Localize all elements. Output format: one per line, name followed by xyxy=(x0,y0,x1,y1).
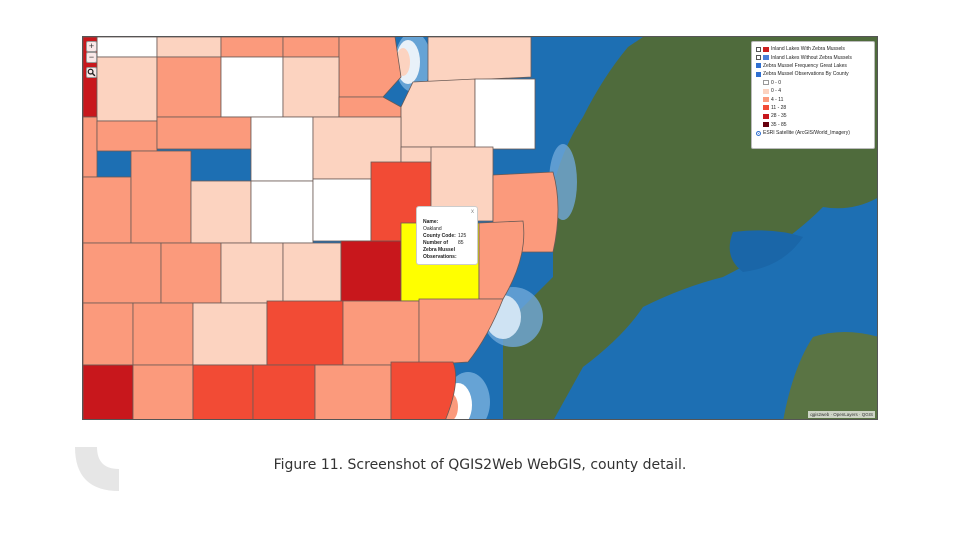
popup-code-label: County Code: xyxy=(423,233,456,239)
county[interactable] xyxy=(192,364,254,420)
county[interactable] xyxy=(83,242,162,304)
legend-layer-county-obs[interactable]: Zebra Mussel Observations By County xyxy=(756,70,870,78)
county[interactable] xyxy=(83,364,134,420)
county[interactable] xyxy=(252,364,316,420)
popup-name-label: Name: xyxy=(423,219,439,225)
county[interactable] xyxy=(192,302,268,366)
lake-simcoe xyxy=(729,230,803,272)
basemap-radio[interactable] xyxy=(756,130,761,136)
legend-layer-great-lakes[interactable]: Zebra Mussel Frequency Great Lakes xyxy=(756,62,870,70)
class-swatch xyxy=(763,88,769,94)
county[interactable] xyxy=(220,56,284,118)
county[interactable] xyxy=(250,116,314,182)
zoom-out-button[interactable]: − xyxy=(86,52,97,63)
county[interactable] xyxy=(342,300,420,366)
county[interactable] xyxy=(156,116,252,150)
county[interactable] xyxy=(130,150,192,244)
south-shore-land xyxy=(783,332,877,419)
county[interactable] xyxy=(250,180,314,244)
layer-label: Zebra Mussel Observations By County xyxy=(763,71,849,78)
county[interactable] xyxy=(312,178,372,242)
county[interactable] xyxy=(190,180,252,244)
legend-basemap[interactable]: ESRI Satellite (ArcGIS/World_Imagery) xyxy=(756,129,870,137)
map-canvas[interactable] xyxy=(83,37,878,420)
class-label: 0 - 4 xyxy=(771,88,782,95)
class-label: 28 - 35 xyxy=(771,113,787,120)
class-label: 4 - 11 xyxy=(771,96,784,103)
legend-class: 35 - 85 xyxy=(756,121,870,129)
county[interactable] xyxy=(96,56,158,122)
class-label: 11 - 28 xyxy=(771,104,787,111)
county[interactable] xyxy=(474,78,536,150)
layer-checkbox-checked[interactable] xyxy=(756,63,761,69)
county[interactable] xyxy=(418,298,504,366)
legend-class: 0 - 0 xyxy=(756,79,870,87)
class-swatch xyxy=(763,105,769,111)
popup-obs-value: 85 xyxy=(458,240,464,246)
layer-swatch xyxy=(763,55,769,61)
class-swatch xyxy=(763,122,769,128)
county[interactable] xyxy=(156,56,222,118)
legend-class: 4 - 11 xyxy=(756,95,870,103)
search-icon xyxy=(87,68,96,77)
slide-decoration xyxy=(75,447,119,491)
legend-layer-inland-without[interactable]: Inland Lakes Without Zebra Mussels xyxy=(756,53,870,61)
county[interactable] xyxy=(282,37,340,58)
basemap-label: ESRI Satellite (ArcGIS/World_Imagery) xyxy=(763,130,850,137)
class-swatch xyxy=(763,80,769,86)
county[interactable] xyxy=(427,37,532,83)
layer-legend: Inland Lakes With Zebra Mussels Inland L… xyxy=(751,41,875,149)
legend-layer-inland-with[interactable]: Inland Lakes With Zebra Mussels xyxy=(756,45,870,53)
layer-checkbox[interactable] xyxy=(756,55,761,61)
popup-code-value: 125 xyxy=(458,233,467,239)
feature-popup: x Name: Oakland County Code: 125 Number … xyxy=(416,206,478,265)
zoom-in-button[interactable]: + xyxy=(86,41,97,52)
popup-name-value: Oakland xyxy=(423,226,442,232)
class-swatch xyxy=(763,97,769,103)
county[interactable] xyxy=(96,37,158,58)
county[interactable] xyxy=(220,242,284,304)
legend-class: 11 - 28 xyxy=(756,104,870,112)
county[interactable] xyxy=(83,302,134,366)
map-attribution[interactable]: qgis2web · OpenLayers · QGIS xyxy=(808,411,875,418)
county[interactable] xyxy=(282,56,340,118)
county[interactable] xyxy=(96,120,158,152)
class-swatch xyxy=(763,113,769,119)
county[interactable] xyxy=(83,176,132,244)
county[interactable] xyxy=(266,300,344,366)
layer-checkbox-checked[interactable] xyxy=(756,71,761,77)
class-label: 35 - 85 xyxy=(771,121,787,128)
layer-swatch xyxy=(763,46,769,52)
county[interactable] xyxy=(282,242,342,304)
county[interactable] xyxy=(220,37,284,58)
layer-checkbox[interactable] xyxy=(756,46,761,52)
popup-obs-label: Number of Zebra Mussel Observations: xyxy=(423,240,457,260)
layer-label: Zebra Mussel Frequency Great Lakes xyxy=(763,62,847,69)
county[interactable] xyxy=(400,78,476,148)
layer-label: Inland Lakes With Zebra Mussels xyxy=(771,46,845,53)
search-button[interactable] xyxy=(86,67,97,78)
county[interactable] xyxy=(390,361,457,420)
county[interactable] xyxy=(156,37,222,58)
legend-class: 0 - 4 xyxy=(756,87,870,95)
county[interactable] xyxy=(160,242,222,304)
county[interactable] xyxy=(132,364,194,420)
figure-caption: Figure 11. Screenshot of QGIS2Web WebGIS… xyxy=(273,457,687,473)
county[interactable] xyxy=(83,116,98,178)
county[interactable] xyxy=(340,240,402,304)
county[interactable] xyxy=(314,364,392,420)
map-view[interactable]: + − Inland Lakes With Zebra Mussels Inla… xyxy=(82,36,878,420)
legend-class: 28 - 35 xyxy=(756,112,870,120)
county[interactable] xyxy=(132,302,194,366)
layer-label: Inland Lakes Without Zebra Mussels xyxy=(771,54,852,61)
class-label: 0 - 0 xyxy=(771,79,782,86)
close-icon[interactable]: x xyxy=(471,209,474,215)
